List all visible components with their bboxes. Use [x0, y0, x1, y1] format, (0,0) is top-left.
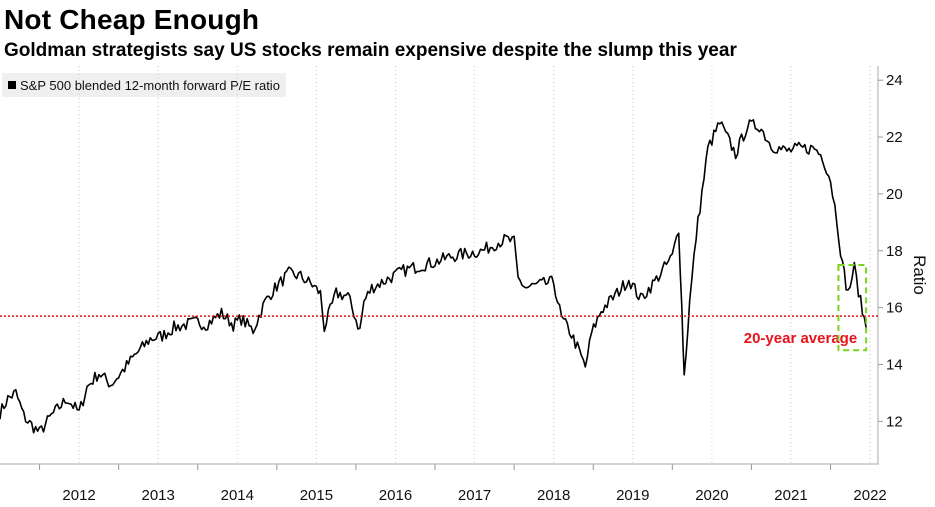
chart-title: Not Cheap Enough	[4, 4, 260, 35]
y-tick-label: 24	[886, 72, 903, 89]
x-tick-label: 2022	[853, 487, 886, 504]
x-tick-label: 2014	[221, 487, 254, 504]
axes: 2012 2013 2014 2015 2016 2017 2018 2019 2020 2021…	[0, 66, 903, 504]
x-tick-label: 2021	[774, 487, 807, 504]
y-tick-label: 16	[886, 300, 903, 317]
legend-label: S&P 500 blended 12-month forward P/E rat…	[20, 77, 280, 93]
x-tick-label: 2018	[537, 487, 570, 504]
grid-lines	[78, 66, 871, 464]
y-tick-label: 18	[886, 243, 903, 260]
chart-subtitle: Goldman strategists say US stocks remain…	[4, 40, 737, 61]
x-tick-label: 2012	[62, 487, 95, 504]
series-line	[0, 119, 867, 434]
average-label: 20-year average	[744, 330, 857, 347]
y-tick-label: 22	[886, 129, 903, 146]
x-tick-label: 2019	[616, 487, 649, 504]
x-tick-label: 2016	[379, 487, 412, 504]
annotations: 20-year average	[0, 264, 878, 352]
x-tick-label: 2015	[300, 487, 333, 504]
x-tick-label: 2017	[458, 487, 491, 504]
legend-swatch-icon	[8, 81, 16, 89]
x-tick-label: 2020	[695, 487, 728, 504]
chart-legend: S&P 500 blended 12-month forward P/E rat…	[2, 73, 286, 97]
y-tick-label: 14	[886, 357, 903, 374]
x-tick-label: 2013	[142, 487, 175, 504]
series-lines	[0, 119, 867, 434]
y-tick-label: 12	[886, 413, 903, 430]
highlight-box	[837, 264, 868, 352]
y-axis-label: Ratio	[910, 255, 929, 295]
y-tick-label: 20	[886, 186, 903, 203]
